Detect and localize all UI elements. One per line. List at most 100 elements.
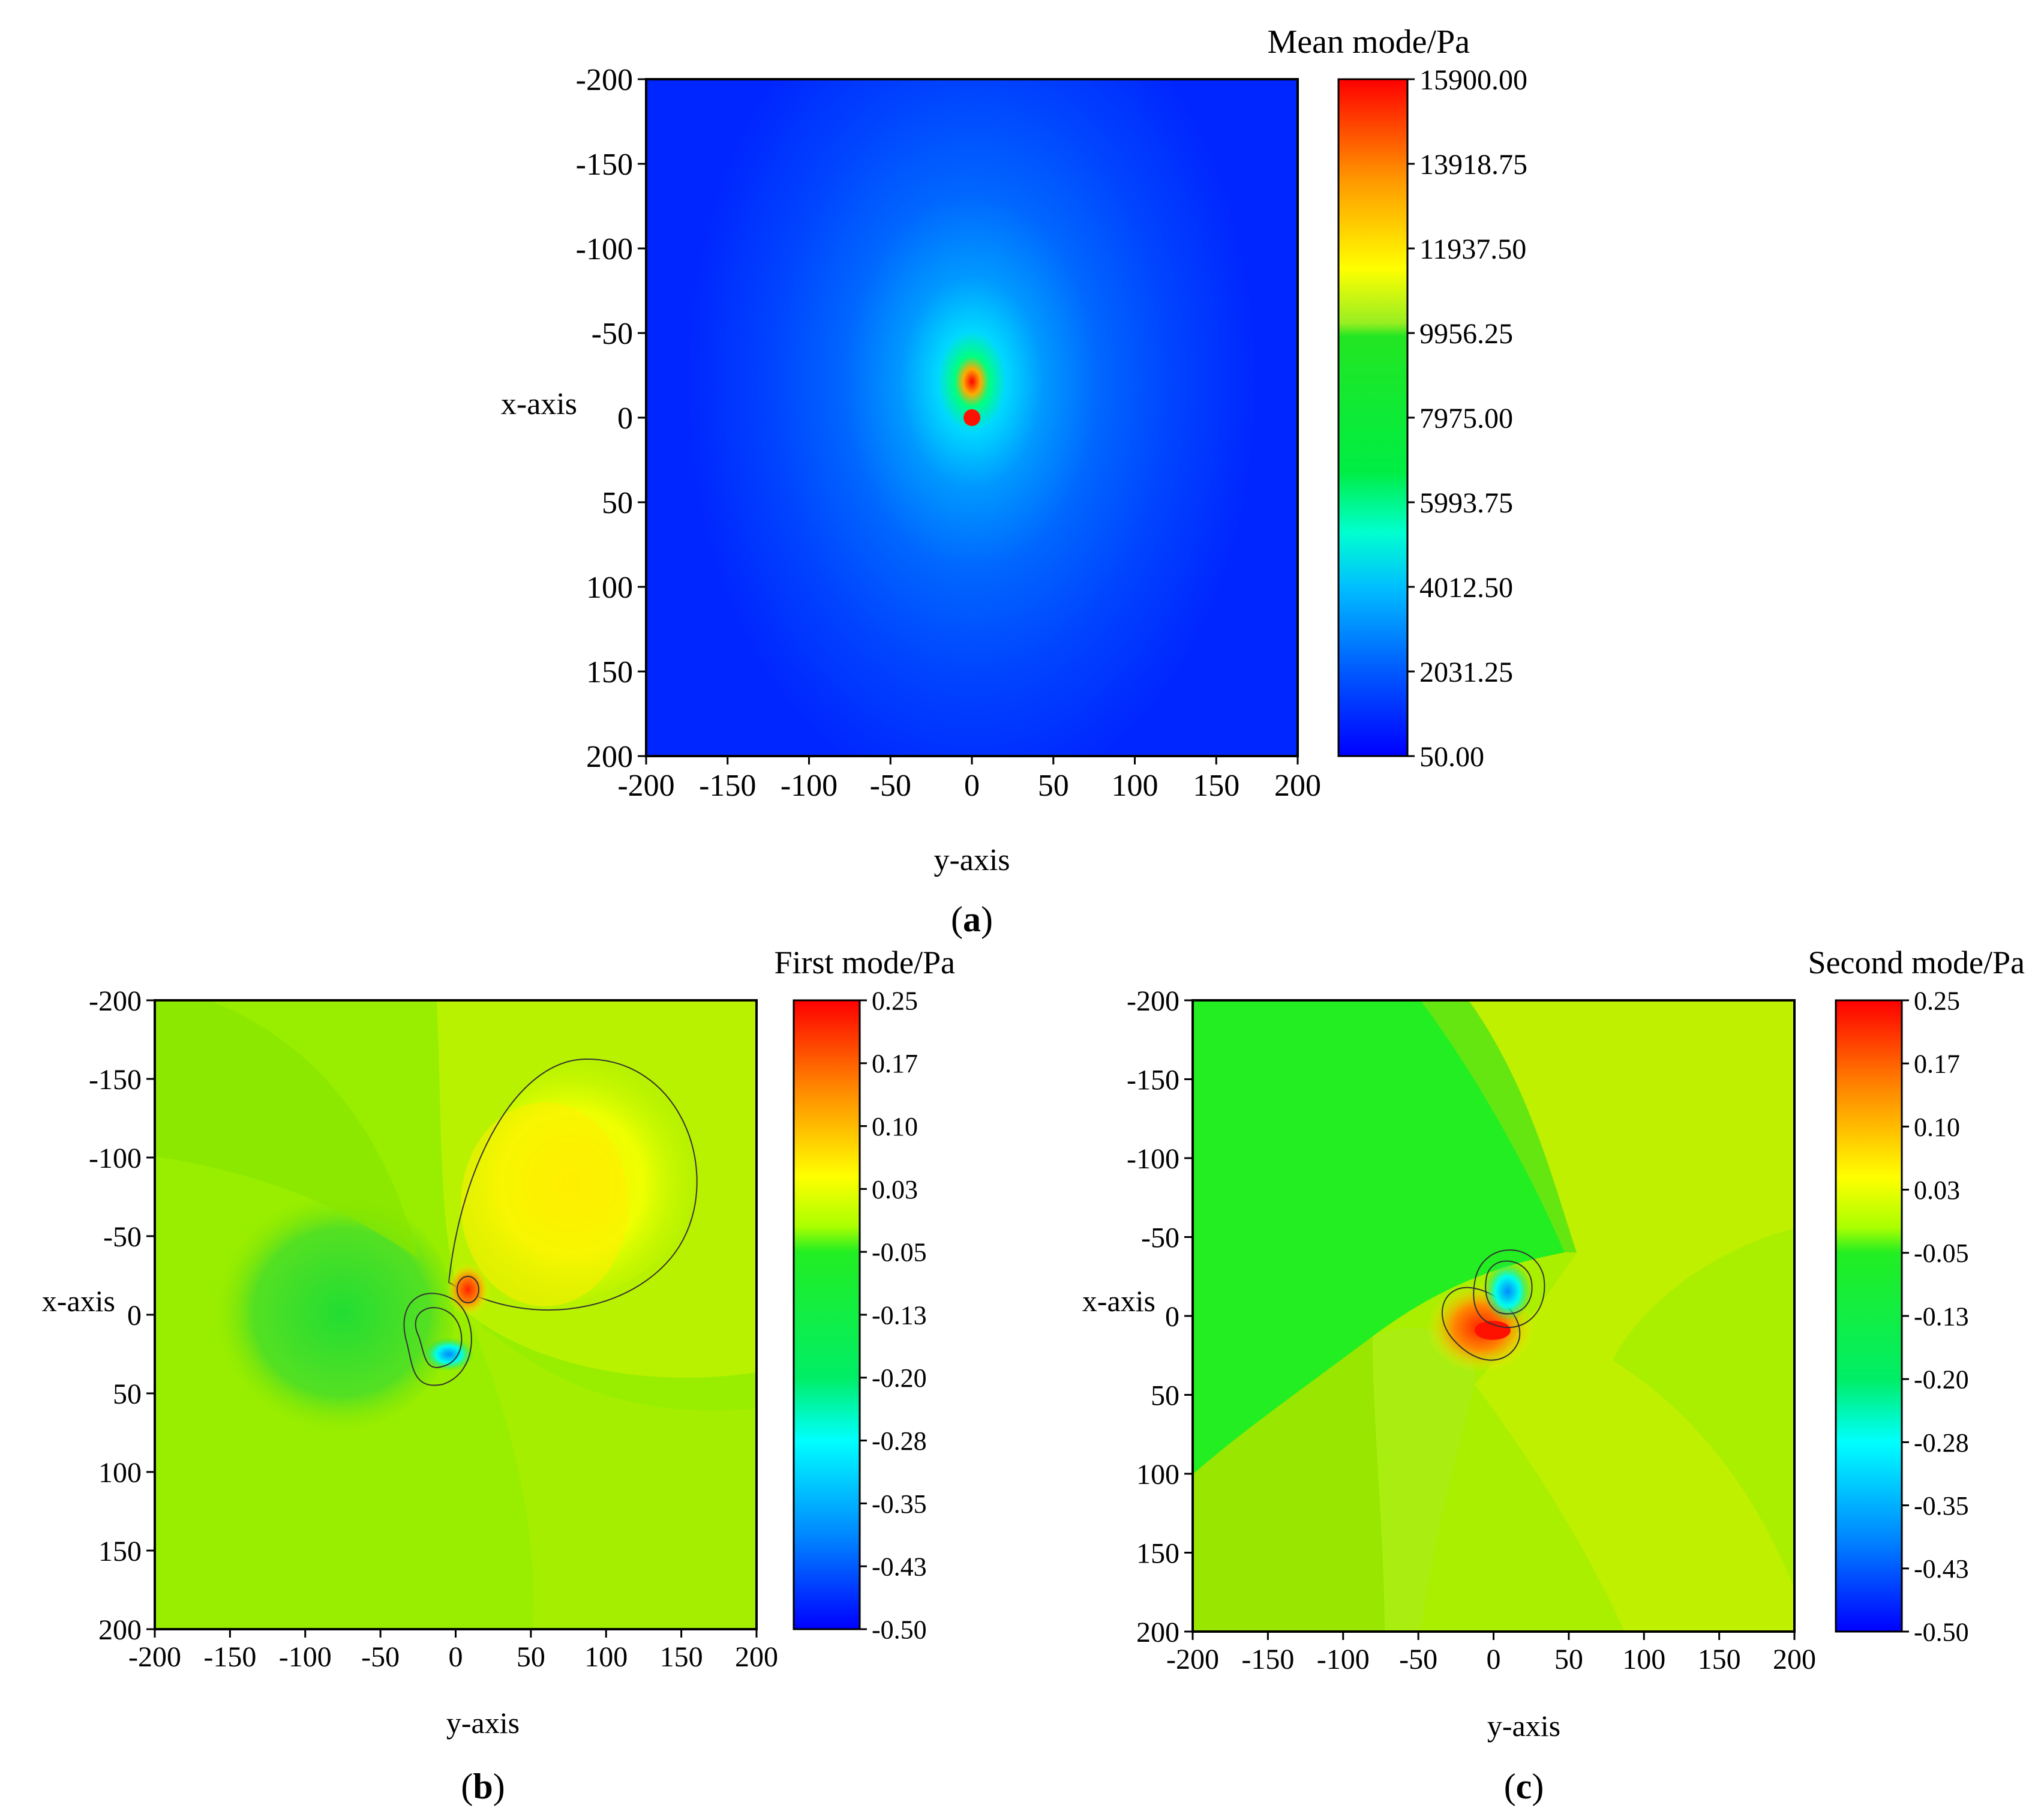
heatmap-plot-b: [154, 999, 758, 1630]
y-tick-label: -150: [576, 148, 633, 182]
x-tick-label: -150: [203, 1641, 256, 1673]
x-tick-label: 50: [1554, 1644, 1583, 1675]
panel-b: -200 -150 -100 -50 0 50 100 150 200-200-150-100-…: [42, 945, 955, 1806]
x-tick-label: 200: [1274, 769, 1321, 803]
colorbar-tick-label: 7975.00: [1419, 403, 1513, 434]
y-tick-label: 0: [1165, 1301, 1179, 1333]
x-tick-label: 150: [1193, 769, 1239, 803]
colorbar-tick-label: 9956.25: [1419, 318, 1513, 350]
axis-ticks-a: -200 -150 -100 -50 0 50 100 150 200-200-150-100-…: [576, 63, 1321, 803]
colorbar-tick-label: 13918.75: [1419, 149, 1527, 181]
colorbar-title-b: First mode/Pa: [774, 945, 955, 981]
colorbar-title-a: Mean mode/Pa: [1268, 23, 1470, 61]
colorbar-tick-label: 0.03: [872, 1175, 918, 1204]
y-tick-label: 150: [98, 1536, 142, 1567]
y-axis-label-b: x-axis: [42, 1284, 115, 1318]
colorbar-tick-label: -0.35: [1914, 1491, 1969, 1521]
colorbar-tick-label: 0.25: [872, 986, 918, 1015]
colorbar-tick-label: 15900.00: [1419, 64, 1527, 96]
colorbar-tick-label: 50.00: [1419, 741, 1484, 773]
x-tick-label: 50: [517, 1641, 545, 1673]
x-tick-label: -50: [1399, 1644, 1437, 1675]
colorbar-a: [1337, 78, 1409, 757]
panel-label-b: (b): [461, 1767, 505, 1806]
x-tick-label: -200: [128, 1641, 181, 1673]
peak-marker-a: [964, 409, 980, 426]
colorbar-tick-label: -0.50: [872, 1615, 927, 1644]
y-tick-label: 150: [586, 655, 633, 689]
colorbar-tick-label: -0.05: [1914, 1239, 1969, 1268]
x-tick-label: 0: [964, 769, 980, 803]
colorbar-tick-label: -0.28: [872, 1426, 927, 1456]
x-tick-label: -200: [617, 769, 674, 803]
colorbar-tick-label: -0.13: [1914, 1302, 1969, 1331]
y-tick-label: 150: [1136, 1537, 1179, 1569]
y-tick-label: 200: [98, 1614, 142, 1646]
colorbar-tick-label: -0.20: [1914, 1365, 1969, 1395]
y-tick-label: -50: [1141, 1222, 1179, 1254]
panel-a: -200 -150 -100 -50 0 50 100 150 200-200-150-100-…: [501, 23, 1527, 939]
y-tick-label: -50: [103, 1221, 142, 1253]
y-tick-label: 100: [98, 1457, 142, 1489]
colorbar-ticks-b: 0.25 0.17 0.10 0.03 -0.05 -0.13 -0.20 -0.28 -0.3…: [860, 986, 927, 1644]
x-tick-label: 0: [449, 1641, 463, 1673]
y-tick-label: -100: [576, 232, 633, 266]
peak-marker-b: [446, 1263, 490, 1316]
colorbar-tick-label: -0.28: [1914, 1428, 1969, 1458]
colorbar-tick-label: 0.10: [1914, 1113, 1960, 1142]
x-tick-label: -100: [1317, 1644, 1370, 1675]
colorbar-tick-label: -0.13: [872, 1300, 927, 1330]
colorbar-title-c: Second mode/Pa: [1808, 945, 2025, 981]
colorbar-tick-label: 11937.50: [1419, 233, 1526, 265]
y-tick-label: -100: [89, 1143, 142, 1174]
colorbar-tick-label: 0.17: [872, 1049, 918, 1078]
colorbar-tick-label: 4012.50: [1419, 572, 1513, 604]
x-tick-label: 200: [735, 1641, 778, 1673]
x-tick-label: 150: [660, 1641, 703, 1673]
y-tick-label: 100: [1136, 1459, 1179, 1491]
x-tick-label: 100: [584, 1641, 628, 1673]
x-tick-label: -50: [870, 769, 911, 803]
colorbar-ticks-a: 15900.00 13918.75 11937.50 9956.25 7975.00 59…: [1407, 64, 1527, 773]
y-tick-label: -200: [576, 63, 633, 97]
x-tick-label: -150: [1241, 1644, 1294, 1675]
x-axis-label-b: y-axis: [446, 1706, 520, 1740]
y-tick-label: 200: [1136, 1617, 1179, 1648]
heatmap-plot-c: [1191, 999, 1796, 1633]
colorbar-tick-label: 0.17: [1914, 1050, 1960, 1079]
heatmap-plot-a: [645, 78, 1299, 757]
colorbar-tick-label: 0.25: [1914, 986, 1960, 1015]
colorbar-tick-label: -0.50: [1914, 1617, 1969, 1647]
colorbar-tick-label: -0.43: [1914, 1554, 1969, 1584]
y-tick-label: 100: [586, 571, 633, 605]
colorbar-tick-label: -0.05: [872, 1238, 927, 1267]
x-tick-label: 200: [1773, 1644, 1816, 1675]
y-axis-label-a: x-axis: [501, 387, 577, 421]
x-tick-label: 0: [1487, 1644, 1501, 1675]
y-tick-label: -50: [592, 317, 633, 351]
y-axis-label-c: x-axis: [1082, 1284, 1155, 1318]
y-tick-label: -150: [1127, 1064, 1179, 1096]
x-tick-label: -150: [699, 769, 756, 803]
x-tick-label: 100: [1112, 769, 1158, 803]
panel-c: -200 -150 -100 -50 0 50 100 150 200-200-150-100-…: [1082, 945, 2025, 1806]
x-tick-label: -200: [1166, 1644, 1219, 1675]
y-tick-label: 0: [127, 1300, 142, 1332]
colorbar-tick-label: 2031.25: [1419, 656, 1513, 688]
axis-ticks-b: -200 -150 -100 -50 0 50 100 150 200-200-150-100-…: [89, 985, 778, 1673]
x-tick-label: 50: [1038, 769, 1069, 803]
trough-marker-c: [1484, 1261, 1532, 1321]
colorbar-tick-label: -0.20: [872, 1363, 927, 1393]
y-tick-label: 200: [586, 740, 633, 774]
colorbar-ticks-c: 0.25 0.17 0.10 0.03 -0.05 -0.13 -0.20 -0.28 -0.3…: [1902, 986, 1969, 1647]
colorbar-c: [1835, 999, 1903, 1633]
colorbar-b: [793, 999, 861, 1630]
y-tick-label: -100: [1127, 1143, 1179, 1175]
y-tick-label: 0: [617, 401, 633, 436]
colorbar-tick-label: -0.43: [872, 1552, 927, 1582]
colorbar-tick-label: 0.03: [1914, 1176, 1960, 1205]
x-tick-label: 150: [1698, 1644, 1741, 1675]
y-tick-label: -150: [89, 1064, 142, 1096]
y-tick-label: 50: [1151, 1380, 1179, 1411]
